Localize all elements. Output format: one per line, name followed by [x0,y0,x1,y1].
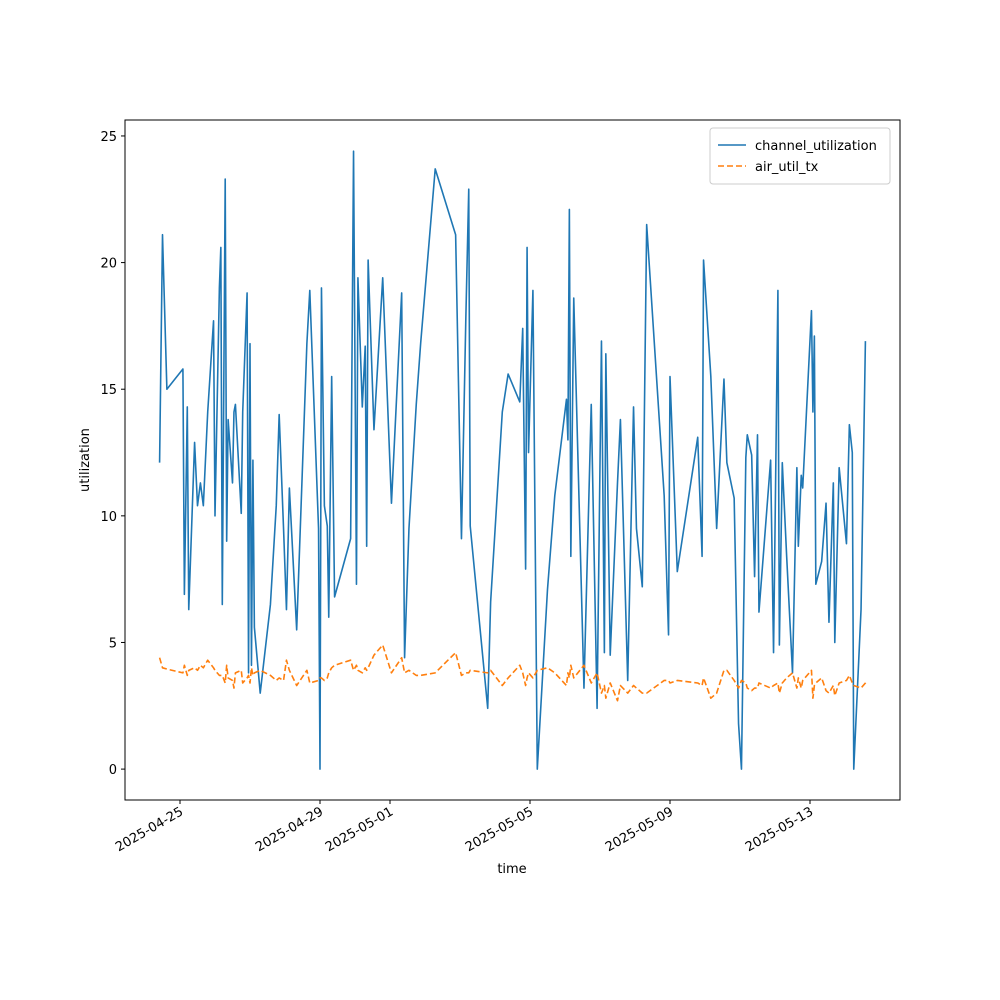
y-tick-label: 25 [100,130,117,145]
x-tick-label: 2025-05-09 [603,804,676,855]
legend-label: channel_utilization [755,139,877,154]
y-tick-label: 0 [109,763,117,778]
x-tick-label: 2025-04-29 [253,804,326,855]
y-tick-label: 15 [100,383,117,398]
series-line [158,150,867,770]
x-tick-label: 2025-04-25 [113,804,186,855]
y-tick-label: 10 [100,510,117,525]
legend-box [709,127,891,185]
x-tick-label: 2025-05-13 [743,804,816,855]
y-axis-label: utilization [78,428,93,492]
x-axis-label: time [497,862,526,877]
x-tick-label: 2025-05-05 [463,804,536,855]
x-tick-label: 2025-05-01 [323,804,396,855]
plot-frame [124,119,901,801]
y-tick-label: 20 [100,257,117,272]
series-line [158,644,868,702]
y-tick-label: 5 [109,636,117,651]
legend-label: air_util_tx [755,160,819,175]
legend: channel_utilization air_util_tx [709,127,891,185]
